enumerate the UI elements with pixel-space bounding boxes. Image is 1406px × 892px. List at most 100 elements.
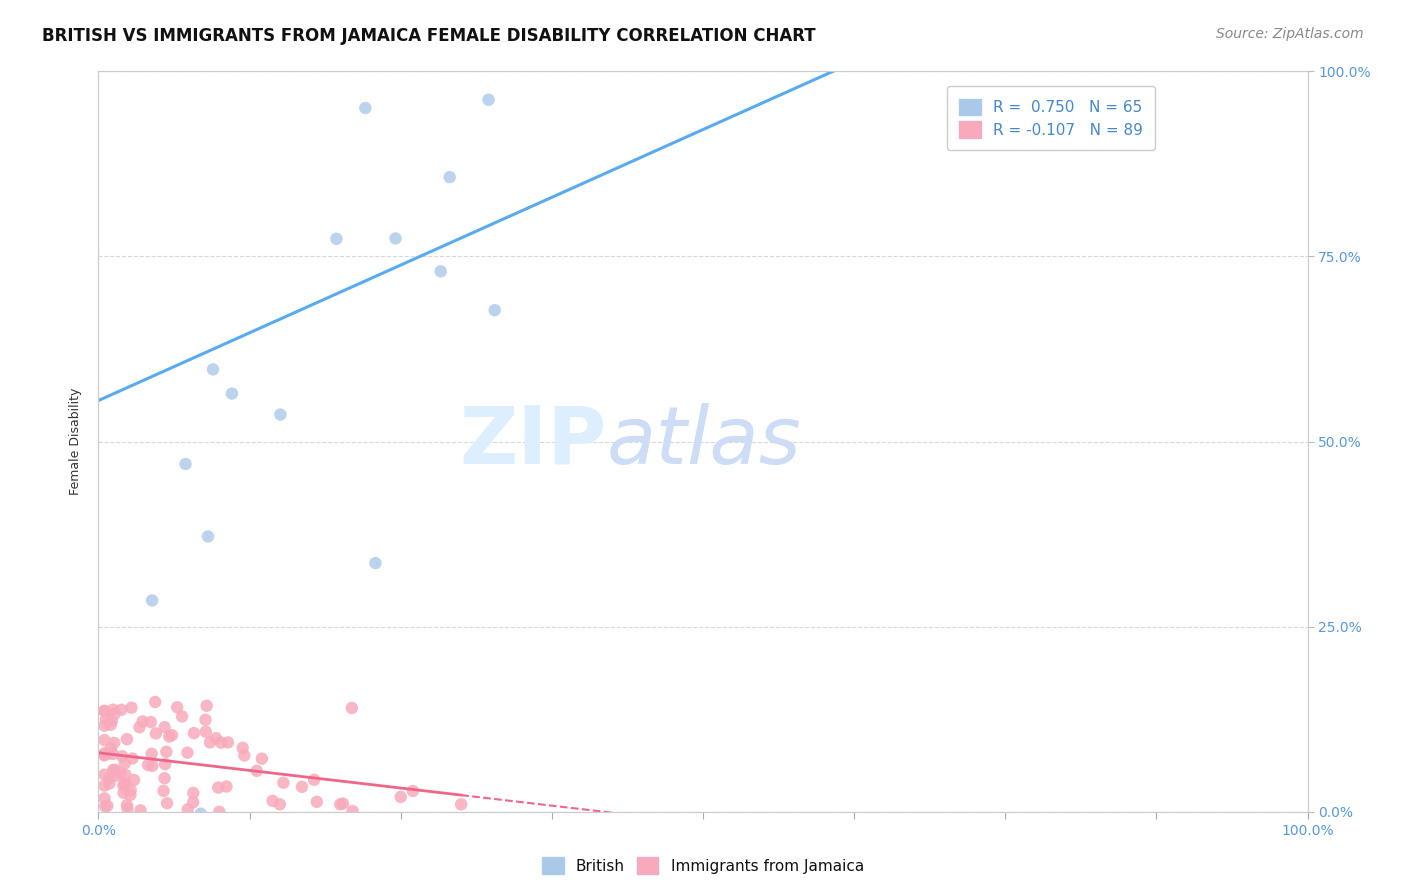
Point — [194, 724, 217, 739]
Point — [98, 771, 121, 785]
Point — [665, 27, 688, 41]
Text: ZIP: ZIP — [458, 402, 606, 481]
Point — [1188, 27, 1211, 41]
Point — [1104, 27, 1126, 41]
Point — [600, 27, 623, 41]
Point — [733, 27, 755, 41]
Point — [160, 728, 183, 742]
Point — [198, 735, 221, 749]
Point — [103, 706, 125, 721]
Point — [1237, 27, 1260, 41]
Point — [706, 27, 728, 41]
Text: Source: ZipAtlas.com: Source: ZipAtlas.com — [1216, 27, 1364, 41]
Point — [429, 264, 451, 278]
Point — [305, 795, 328, 809]
Point — [246, 764, 269, 778]
Point — [93, 791, 115, 805]
Point — [131, 714, 153, 729]
Point — [145, 726, 167, 740]
Point — [174, 457, 197, 471]
Point — [790, 27, 813, 41]
Point — [1036, 27, 1059, 41]
Point — [1064, 27, 1087, 41]
Point — [103, 736, 125, 750]
Point — [631, 27, 654, 41]
Point — [761, 27, 783, 41]
Point — [93, 747, 115, 762]
Point — [177, 802, 200, 816]
Point — [921, 27, 943, 41]
Point — [96, 798, 118, 813]
Point — [1189, 27, 1212, 41]
Point — [1243, 27, 1265, 41]
Point — [217, 735, 239, 749]
Point — [141, 759, 163, 773]
Text: atlas: atlas — [606, 402, 801, 481]
Point — [115, 732, 138, 747]
Point — [176, 746, 198, 760]
Point — [153, 757, 176, 772]
Point — [704, 27, 727, 41]
Point — [93, 704, 115, 718]
Point — [1022, 27, 1045, 41]
Point — [553, 27, 575, 41]
Point — [550, 31, 572, 45]
Point — [155, 745, 177, 759]
Point — [262, 794, 284, 808]
Point — [232, 740, 254, 755]
Point — [530, 27, 553, 41]
Point — [114, 779, 136, 793]
Point — [108, 766, 131, 780]
Point — [197, 529, 219, 543]
Text: BRITISH VS IMMIGRANTS FROM JAMAICA FEMALE DISABILITY CORRELATION CHART: BRITISH VS IMMIGRANTS FROM JAMAICA FEMAL… — [42, 27, 815, 45]
Point — [195, 698, 218, 713]
Point — [93, 748, 115, 763]
Point — [112, 842, 135, 856]
Point — [103, 763, 125, 777]
Point — [101, 747, 124, 761]
Point — [546, 27, 568, 41]
Point — [93, 704, 115, 718]
Point — [269, 408, 291, 422]
Point — [325, 232, 347, 246]
Point — [141, 593, 163, 607]
Point — [120, 783, 142, 797]
Point — [194, 713, 217, 727]
Point — [111, 749, 134, 764]
Point — [731, 27, 754, 41]
Point — [233, 748, 256, 763]
Point — [183, 726, 205, 740]
Point — [221, 386, 243, 401]
Point — [128, 720, 150, 734]
Point — [617, 27, 640, 41]
Point — [814, 27, 837, 41]
Point — [112, 786, 135, 800]
Point — [120, 788, 142, 802]
Legend: R =  0.750   N = 65, R = -0.107   N = 89: R = 0.750 N = 65, R = -0.107 N = 89 — [946, 87, 1154, 150]
Point — [94, 799, 117, 814]
Point — [136, 758, 159, 772]
Point — [647, 27, 669, 41]
Point — [484, 303, 506, 318]
Point — [153, 771, 176, 785]
Point — [990, 27, 1012, 41]
Point — [329, 797, 352, 812]
Point — [139, 715, 162, 730]
Point — [181, 795, 204, 809]
Point — [157, 730, 180, 744]
Point — [114, 768, 136, 782]
Point — [209, 736, 232, 750]
Point — [936, 27, 959, 41]
Point — [122, 772, 145, 787]
Point — [450, 797, 472, 812]
Point — [439, 170, 461, 185]
Point — [250, 752, 273, 766]
Point — [655, 27, 678, 41]
Point — [115, 798, 138, 813]
Point — [453, 27, 475, 41]
Point — [93, 747, 115, 761]
Point — [749, 27, 772, 41]
Point — [269, 797, 291, 812]
Point — [156, 796, 179, 810]
Point — [101, 703, 124, 717]
